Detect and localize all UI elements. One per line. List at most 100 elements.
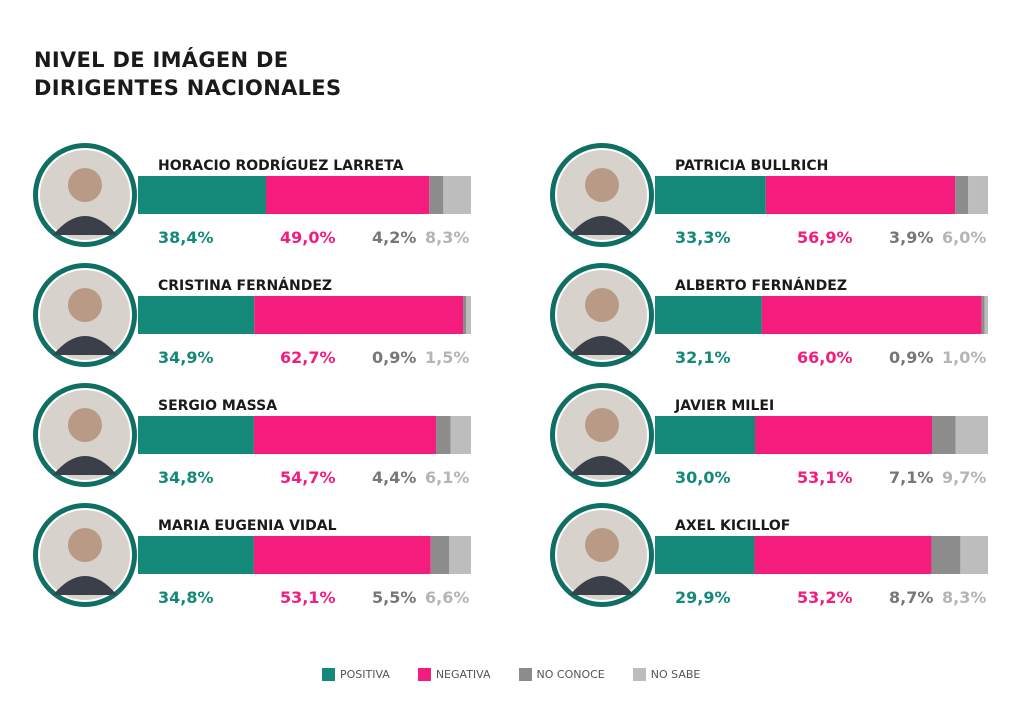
name-label-alberto-fernandez: ALBERTO FERNÁNDEZ xyxy=(675,277,847,294)
value-label-no-conoce-sergio-massa: 4,4% xyxy=(372,468,416,487)
value-label-no-conoce-horacio-rodriguez-larreta: 4,2% xyxy=(372,228,416,247)
value-label-positiva-patricia-bullrich: 33,3% xyxy=(675,228,731,247)
value-label-negativa-axel-kicillof: 53,2% xyxy=(797,588,853,607)
bar-negativa-alberto-fernandez xyxy=(761,296,982,334)
value-label-positiva-alberto-fernandez: 32,1% xyxy=(675,348,731,367)
legend-label-positiva: POSITIVA xyxy=(340,668,390,681)
value-label-positiva-maria-eugenia-vidal: 34,8% xyxy=(158,588,214,607)
value-label-negativa-maria-eugenia-vidal: 53,1% xyxy=(280,588,336,607)
row-alberto-fernandez: ALBERTO FERNÁNDEZ 32,1% 66,0% 0,9% 1,0% xyxy=(550,263,988,367)
legend-item-negativa: NEGATIVA xyxy=(417,668,491,681)
avatar-sergio-massa xyxy=(33,383,137,487)
bar-no-conoce-sergio-massa xyxy=(436,416,451,454)
bar-no-conoce-horacio-rodriguez-larreta xyxy=(429,176,444,214)
bar-no-sabe-patricia-bullrich xyxy=(968,176,988,214)
legend-swatch-no-sabe xyxy=(632,668,646,681)
name-label-axel-kicillof: AXEL KICILLOF xyxy=(675,518,790,534)
row-cristina-fernandez: CRISTINA FERNÁNDEZ 34,9% 62,7% 0,9% 1,5% xyxy=(33,263,471,367)
value-label-positiva-javier-milei: 30,0% xyxy=(675,468,731,487)
avatar-cristina-fernandez xyxy=(33,263,137,367)
value-label-positiva-cristina-fernandez: 34,9% xyxy=(158,348,214,367)
avatar-horacio-rodriguez-larreta xyxy=(33,143,137,247)
legend-swatch-no-conoce xyxy=(518,668,532,681)
row-sergio-massa: SERGIO MASSA 34,8% 54,7% 4,4% 6,1% xyxy=(33,383,471,487)
bar-positiva-sergio-massa xyxy=(138,416,254,454)
avatar-head-horacio-rodriguez-larreta xyxy=(68,168,102,202)
value-label-negativa-cristina-fernandez: 62,7% xyxy=(280,348,336,367)
bar-no-sabe-sergio-massa xyxy=(450,416,471,454)
bar-no-conoce-alberto-fernandez xyxy=(981,296,985,334)
bar-negativa-sergio-massa xyxy=(253,416,437,454)
avatar-head-axel-kicillof xyxy=(585,528,619,562)
value-label-negativa-horacio-rodriguez-larreta: 49,0% xyxy=(280,228,336,247)
bar-no-sabe-alberto-fernandez xyxy=(984,296,988,334)
avatar-patricia-bullrich xyxy=(550,143,654,247)
value-label-no-sabe-alberto-fernandez: 1,0% xyxy=(942,348,986,367)
chart-title-line-1: NIVEL DE IMÁGEN DE xyxy=(34,48,289,72)
name-label-cristina-fernandez: CRISTINA FERNÁNDEZ xyxy=(158,277,332,294)
name-label-sergio-massa: SERGIO MASSA xyxy=(158,398,277,414)
value-label-no-conoce-alberto-fernandez: 0,9% xyxy=(889,348,933,367)
row-horacio-rodriguez-larreta: HORACIO RODRÍGUEZ LARRETA 38,4% 49,0% 4,2% 8… xyxy=(33,143,471,247)
row-patricia-bullrich: PATRICIA BULLRICH 33,3% 56,9% 3,9% 6,0% xyxy=(550,143,988,247)
avatar-shoulders-alberto-fernandez xyxy=(570,336,634,355)
value-label-no-conoce-javier-milei: 7,1% xyxy=(889,468,933,487)
value-label-negativa-alberto-fernandez: 66,0% xyxy=(797,348,853,367)
bar-positiva-axel-kicillof xyxy=(655,536,755,574)
avatar-axel-kicillof xyxy=(550,503,654,607)
avatar-shoulders-patricia-bullrich xyxy=(570,216,634,235)
bar-negativa-horacio-rodriguez-larreta xyxy=(266,176,430,214)
bar-positiva-alberto-fernandez xyxy=(655,296,762,334)
avatar-shoulders-cristina-fernandez xyxy=(53,336,117,355)
legend-label-no-conoce: NO CONOCE xyxy=(536,668,605,681)
value-label-positiva-horacio-rodriguez-larreta: 38,4% xyxy=(158,228,214,247)
avatar-shoulders-javier-milei xyxy=(570,456,634,475)
value-label-no-sabe-patricia-bullrich: 6,0% xyxy=(942,228,986,247)
row-axel-kicillof: AXEL KICILLOF 29,9% 53,2% 8,7% 8,3% xyxy=(550,503,988,607)
value-label-negativa-patricia-bullrich: 56,9% xyxy=(797,228,853,247)
bar-no-sabe-javier-milei xyxy=(955,416,988,454)
bar-no-conoce-maria-eugenia-vidal xyxy=(430,536,450,574)
avatar-head-javier-milei xyxy=(585,408,619,442)
avatar-maria-eugenia-vidal xyxy=(33,503,137,607)
bar-no-conoce-axel-kicillof xyxy=(931,536,961,574)
bar-no-conoce-patricia-bullrich xyxy=(955,176,969,214)
bar-positiva-patricia-bullrich xyxy=(655,176,766,214)
value-label-no-conoce-maria-eugenia-vidal: 5,5% xyxy=(372,588,416,607)
bar-negativa-javier-milei xyxy=(755,416,932,454)
chart-title: NIVEL DE IMÁGEN DE DIRIGENTES NACIONALES xyxy=(34,46,341,102)
avatar-shoulders-sergio-massa xyxy=(53,456,117,475)
value-label-positiva-sergio-massa: 34,8% xyxy=(158,468,214,487)
value-label-no-sabe-javier-milei: 9,7% xyxy=(942,468,986,487)
legend: POSITIVA NEGATIVA NO CONOCE NO SABE xyxy=(322,668,700,681)
legend-label-negativa: NEGATIVA xyxy=(435,668,491,681)
value-label-negativa-sergio-massa: 54,7% xyxy=(280,468,336,487)
value-label-no-sabe-maria-eugenia-vidal: 6,6% xyxy=(425,588,469,607)
bar-positiva-maria-eugenia-vidal xyxy=(138,536,254,574)
bar-negativa-cristina-fernandez xyxy=(254,296,464,334)
chart-title-line-2: DIRIGENTES NACIONALES xyxy=(34,76,342,100)
avatar-shoulders-maria-eugenia-vidal xyxy=(53,576,117,595)
value-label-negativa-javier-milei: 53,1% xyxy=(797,468,853,487)
avatar-head-maria-eugenia-vidal xyxy=(68,528,102,562)
value-label-no-sabe-sergio-massa: 6,1% xyxy=(425,468,469,487)
row-javier-milei: JAVIER MILEI 30,0% 53,1% 7,1% 9,7% xyxy=(550,383,988,487)
legend-label-no-sabe: NO SABE xyxy=(650,668,701,681)
name-label-maria-eugenia-vidal: MARIA EUGENIA VIDAL xyxy=(158,518,337,534)
bar-positiva-cristina-fernandez xyxy=(138,296,255,334)
bar-negativa-patricia-bullrich xyxy=(765,176,956,214)
avatar-head-alberto-fernandez xyxy=(585,288,619,322)
avatar-head-cristina-fernandez xyxy=(68,288,102,322)
value-label-no-conoce-patricia-bullrich: 3,9% xyxy=(889,228,933,247)
bar-no-sabe-maria-eugenia-vidal xyxy=(449,536,471,574)
name-label-horacio-rodriguez-larreta: HORACIO RODRÍGUEZ LARRETA xyxy=(158,157,404,174)
avatar-head-patricia-bullrich xyxy=(585,168,619,202)
value-label-no-conoce-axel-kicillof: 8,7% xyxy=(889,588,933,607)
bar-positiva-javier-milei xyxy=(655,416,755,454)
value-label-no-sabe-cristina-fernandez: 1,5% xyxy=(425,348,469,367)
legend-swatch-negativa xyxy=(417,668,431,681)
bar-positiva-horacio-rodriguez-larreta xyxy=(138,176,266,214)
legend-item-no-conoce: NO CONOCE xyxy=(518,668,605,681)
legend-item-positiva: POSITIVA xyxy=(322,668,390,681)
